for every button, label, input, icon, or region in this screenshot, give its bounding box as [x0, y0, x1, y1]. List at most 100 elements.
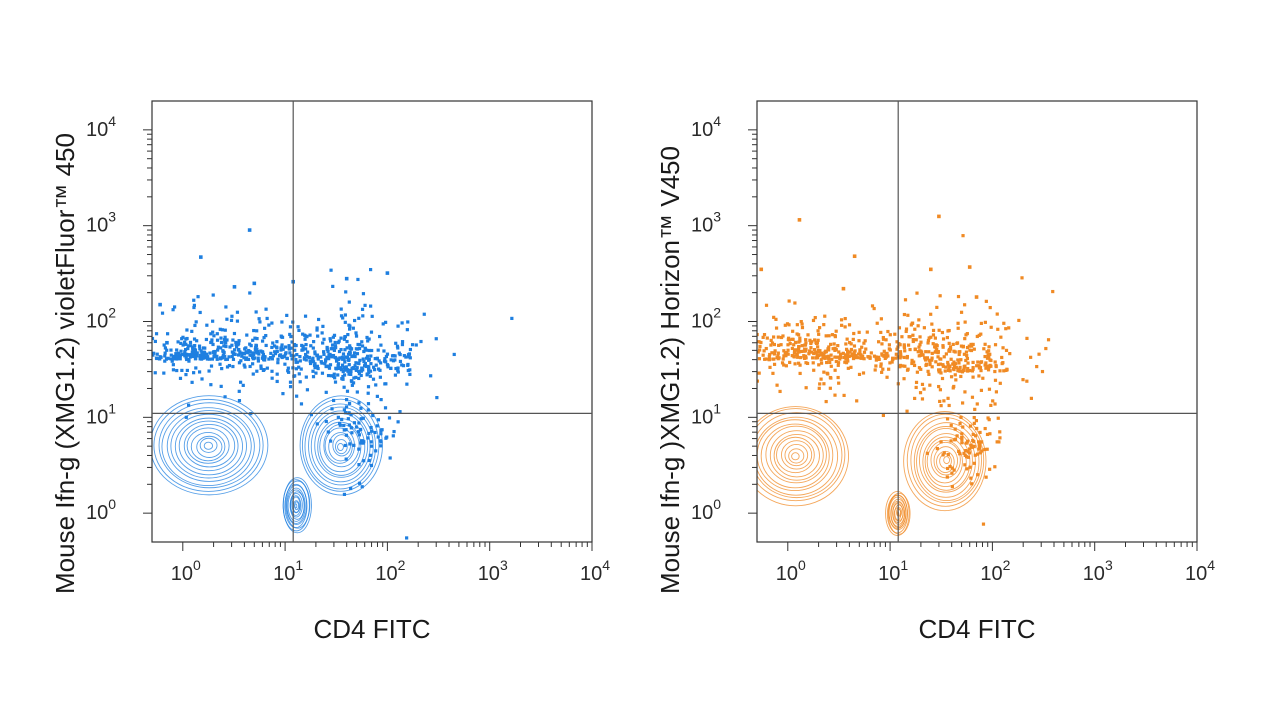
- event-dot: [961, 425, 965, 429]
- event-dot: [324, 358, 328, 362]
- event-dot: [847, 323, 852, 327]
- event-dot: [877, 340, 881, 344]
- event-dot: [995, 312, 999, 316]
- event-dot: [107, 366, 110, 369]
- event-dot: [297, 365, 301, 369]
- event-dot: [341, 369, 345, 374]
- event-dot: [999, 335, 1003, 339]
- event-dot: [305, 388, 310, 392]
- event-dot: [792, 343, 796, 347]
- event-dot: [936, 350, 940, 354]
- event-dot: [382, 349, 386, 353]
- x-tick-label: 102: [980, 557, 1010, 585]
- contour-line: [885, 490, 910, 536]
- event-dot: [141, 358, 144, 361]
- event-dot: [131, 330, 134, 333]
- event-dot: [224, 305, 228, 309]
- event-dot: [843, 353, 848, 357]
- event-dot: [274, 345, 279, 349]
- event-dot: [220, 328, 224, 332]
- event-dot: [816, 345, 820, 349]
- outlier-events: [759, 214, 979, 299]
- event-dot: [237, 399, 242, 403]
- event-dot: [359, 417, 363, 421]
- event-dot: [962, 451, 966, 455]
- event-dot: [1002, 321, 1006, 325]
- event-dot: [987, 345, 991, 349]
- event-dot: [988, 352, 992, 356]
- event-dot: [188, 355, 192, 359]
- event-dot: [218, 362, 222, 366]
- event-dot: [179, 341, 183, 346]
- event-dot: [883, 356, 887, 361]
- event-dot: [857, 339, 861, 343]
- right-flow-plot: 100 101 102 103 104 100 101 102 103 104 Mouse Ifn…: [605, 0, 1225, 702]
- event-dot: [235, 319, 240, 323]
- event-dot: [344, 457, 348, 461]
- event-dot: [331, 335, 335, 339]
- event-dot: [771, 371, 775, 375]
- event-dot: [787, 336, 791, 340]
- event-dot: [379, 397, 383, 402]
- event-dot: [904, 327, 909, 331]
- event-dot: [927, 336, 931, 340]
- event-dot: [298, 354, 302, 359]
- event-dot: [911, 337, 915, 342]
- event-dot: [204, 352, 209, 356]
- event-dot: [169, 353, 173, 357]
- event-dot: [881, 335, 885, 340]
- event-dot: [884, 338, 888, 342]
- event-dot: [772, 335, 776, 339]
- event-dot: [888, 361, 892, 365]
- event-dot: [895, 347, 899, 351]
- contour-line: [203, 441, 214, 450]
- event-dot: [938, 399, 942, 404]
- event-dot: [985, 364, 989, 368]
- event-dot: [935, 347, 939, 352]
- event-dot: [339, 336, 343, 340]
- event-dot: [299, 367, 303, 371]
- event-dot: [953, 373, 957, 377]
- event-dot: [284, 351, 288, 355]
- contour-line: [936, 450, 955, 474]
- event-dot: [362, 364, 367, 368]
- event-dot: [220, 366, 224, 371]
- event-dot: [152, 353, 155, 357]
- event-dot: [271, 354, 275, 358]
- event-dot: [242, 352, 246, 356]
- event-dot: [969, 342, 973, 347]
- event-dot: [142, 341, 145, 344]
- event-dot: [793, 301, 797, 305]
- event-dot: [379, 432, 383, 436]
- event-dot: [414, 343, 418, 347]
- event-dot: [972, 415, 976, 420]
- event-dot: [784, 354, 788, 358]
- event-dot: [249, 353, 253, 358]
- event-dot: [331, 353, 336, 358]
- event-dot: [797, 340, 801, 344]
- event-dot: [200, 351, 204, 355]
- event-dot: [333, 340, 337, 345]
- event-dot: [402, 354, 406, 358]
- event-dot: [308, 361, 313, 366]
- event-dot: [799, 349, 804, 354]
- event-dot: [787, 338, 791, 342]
- event-dot: [879, 364, 883, 368]
- event-dot: [290, 357, 294, 361]
- event-dot: [843, 316, 847, 321]
- event-dot: [347, 358, 351, 363]
- event-dot: [984, 361, 988, 365]
- event-dot: [995, 440, 999, 444]
- event-dot: [961, 345, 965, 349]
- event-dot: [197, 344, 202, 348]
- event-dot: [834, 329, 838, 333]
- event-dot: [400, 340, 405, 344]
- contour-line: [196, 435, 223, 458]
- event-dot: [205, 356, 209, 361]
- event-dot: [898, 365, 902, 369]
- event-dot: [292, 354, 296, 358]
- event-dot: [844, 342, 848, 346]
- contour-line: [152, 395, 269, 496]
- event-dot: [153, 371, 157, 375]
- event-dot: [378, 375, 382, 379]
